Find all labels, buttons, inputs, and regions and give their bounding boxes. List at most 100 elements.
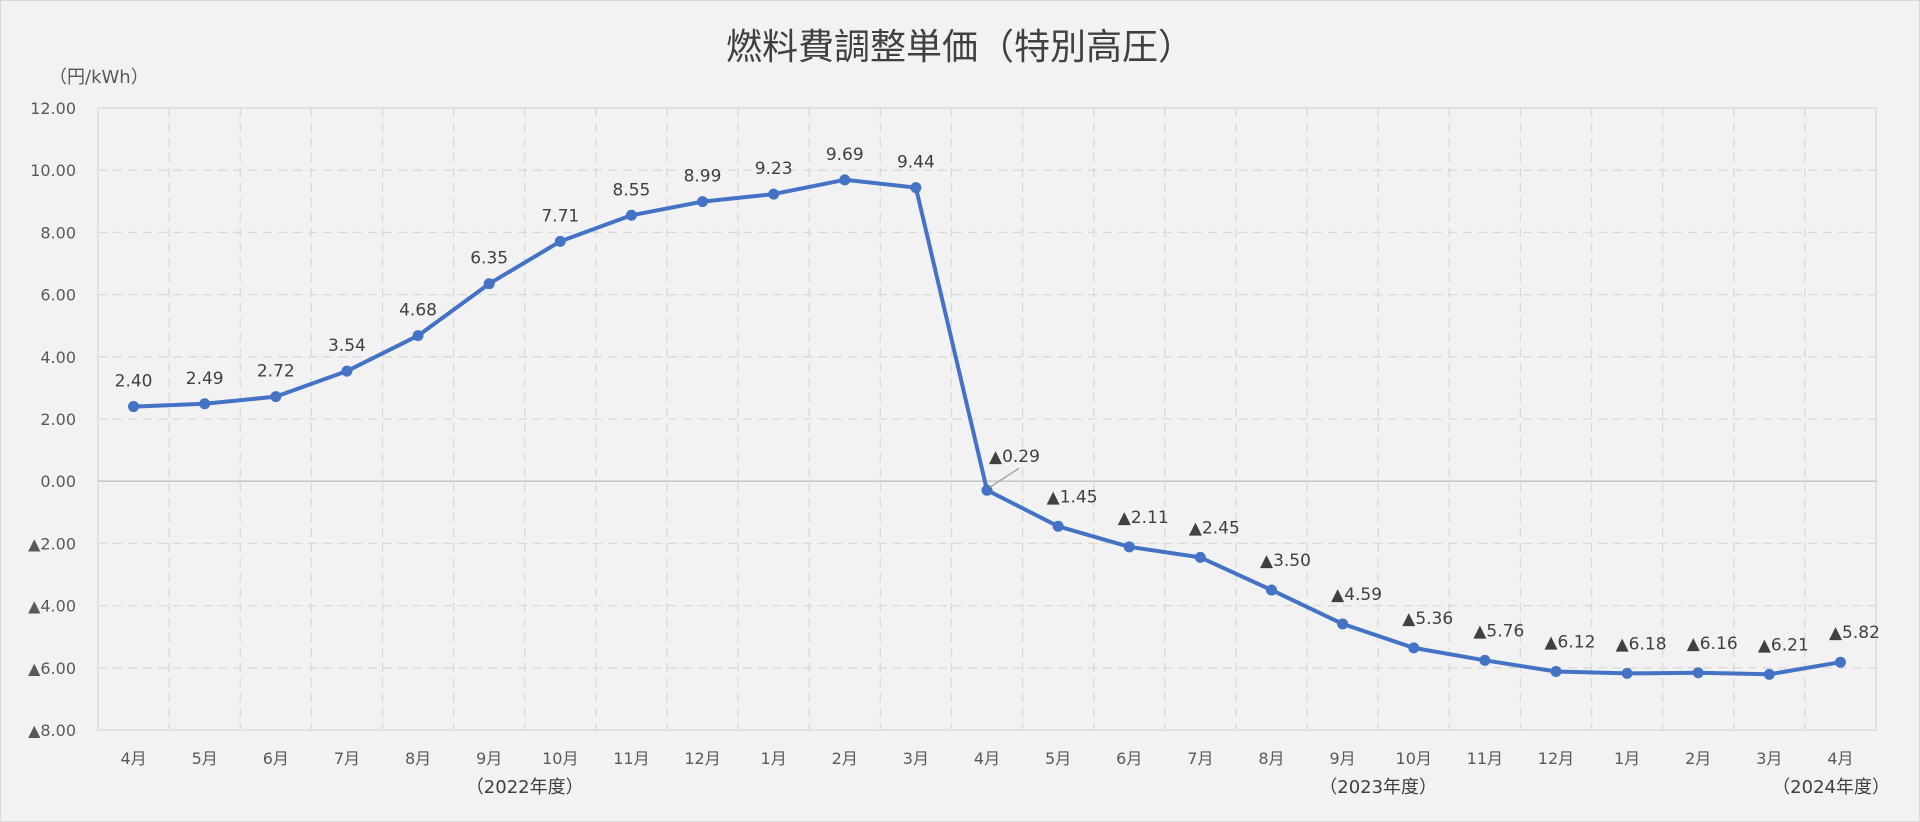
data-label: 4.68: [399, 301, 437, 321]
data-point: [341, 365, 353, 377]
data-point: [625, 209, 637, 221]
data-label: 2.40: [115, 372, 153, 392]
x-tick-label: 12月: [684, 749, 720, 768]
data-point: [1692, 667, 1704, 679]
fiscal-year-label: （2024年度）: [1772, 777, 1890, 798]
data-label: ▲4.59: [1331, 585, 1382, 605]
x-tick-label: 11月: [1467, 749, 1503, 768]
x-tick-label: 10月: [1396, 749, 1432, 768]
data-label: 7.71: [541, 206, 579, 226]
data-point: [1834, 656, 1846, 668]
x-axis-ticks: 4月 5月 6月 7月 8月 9月 10月 11月 12月 1月 2月 3月 4月 5月 6月 7月 8月 9月 1…: [120, 749, 1853, 768]
x-tick-label: 9月: [1330, 749, 1356, 768]
data-label: ▲2.11: [1118, 508, 1169, 528]
data-label: ▲2.45: [1189, 518, 1240, 538]
y-tick-label: ▲8.00: [28, 721, 76, 740]
fiscal-year-labels: （2022年度） （2023年度） （2024年度）: [466, 777, 1890, 798]
data-point: [910, 182, 922, 194]
data-label: ▲5.82: [1829, 623, 1880, 643]
data-label: 6.35: [470, 249, 508, 269]
data-label: ▲6.16: [1687, 634, 1738, 654]
x-tick-label: 7月: [334, 749, 360, 768]
data-points: [128, 174, 1846, 680]
y-tick-label: ▲2.00: [28, 534, 76, 553]
x-tick-label: 8月: [405, 749, 431, 768]
y-axis-ticks: 12.00 10.00 8.00 6.00 4.00 2.00 0.00 ▲2.00 ▲4.00…: [28, 99, 76, 740]
gridlines: [97, 107, 1877, 731]
y-tick-label: 8.00: [40, 223, 76, 242]
data-label: ▲0.29: [989, 447, 1040, 467]
x-tick-label: 1月: [761, 749, 787, 768]
series-line: [131, 177, 1843, 677]
data-point: [1763, 668, 1775, 680]
data-point: [483, 278, 495, 290]
data-point: [554, 235, 566, 247]
data-label: ▲5.36: [1402, 609, 1453, 629]
data-point: [839, 174, 851, 186]
data-label: 9.69: [826, 145, 864, 165]
data-label: ▲6.12: [1544, 633, 1595, 653]
y-tick-label: 6.00: [40, 286, 76, 305]
y-tick-label: ▲4.00: [28, 597, 76, 616]
data-point: [412, 330, 424, 342]
data-point: [1337, 618, 1349, 630]
data-label: 3.54: [328, 336, 366, 356]
x-tick-label: 5月: [192, 749, 218, 768]
x-tick-label: 5月: [1045, 749, 1071, 768]
x-tick-label: 3月: [1756, 749, 1782, 768]
data-label: ▲6.21: [1758, 635, 1809, 655]
data-point: [981, 484, 993, 496]
chart-title: 燃料費調整単価（特別高圧）: [726, 27, 1194, 68]
data-point: [1621, 667, 1633, 679]
x-tick-label: 4月: [120, 749, 146, 768]
y-tick-label: 10.00: [30, 161, 76, 180]
data-label: ▲5.76: [1473, 621, 1524, 641]
data-point: [697, 196, 709, 208]
series-line-path: [131, 177, 1843, 677]
y-tick-label: 2.00: [40, 410, 76, 429]
data-label: 2.72: [257, 362, 295, 382]
x-tick-label: 2月: [1685, 749, 1711, 768]
data-point: [1408, 642, 1420, 654]
y-tick-label: 4.00: [40, 348, 76, 367]
data-label-leader: [989, 467, 1020, 488]
fiscal-year-label: （2023年度）: [1319, 777, 1437, 798]
data-labels: 2.40 2.49 2.72 3.54 4.68 6.35 7.71 8.55 8.99 9.23…: [115, 145, 1880, 655]
data-point: [1123, 541, 1135, 553]
data-point: [768, 188, 780, 200]
data-point: [1265, 584, 1277, 596]
x-tick-label: 3月: [903, 749, 929, 768]
y-tick-label: ▲6.00: [28, 659, 76, 678]
data-label: 2.49: [186, 369, 224, 389]
data-label: 8.55: [612, 180, 650, 200]
y-tick-label: 12.00: [30, 99, 76, 118]
data-point: [199, 398, 211, 410]
data-label: ▲1.45: [1047, 487, 1098, 507]
data-point: [128, 401, 140, 413]
data-point: [1550, 666, 1562, 678]
x-tick-label: 7月: [1187, 749, 1213, 768]
x-tick-label: 8月: [1258, 749, 1284, 768]
data-label: 9.23: [755, 159, 793, 179]
data-label: ▲6.18: [1616, 634, 1667, 654]
y-tick-label: 0.00: [40, 472, 76, 491]
data-label: ▲3.50: [1260, 551, 1311, 571]
x-tick-label: 10月: [542, 749, 578, 768]
x-tick-label: 4月: [1827, 749, 1853, 768]
x-tick-label: 6月: [1116, 749, 1142, 768]
x-tick-label: 12月: [1538, 749, 1574, 768]
data-label: 8.99: [684, 167, 722, 187]
data-label: 9.44: [897, 153, 935, 173]
data-point: [270, 391, 282, 403]
x-tick-label: 4月: [974, 749, 1000, 768]
x-tick-label: 6月: [263, 749, 289, 768]
y-axis-unit-label: （円/kWh）: [49, 67, 149, 88]
data-point: [1194, 551, 1206, 563]
x-tick-label: 9月: [476, 749, 502, 768]
data-point: [1479, 654, 1491, 666]
x-tick-label: 11月: [613, 749, 649, 768]
fiscal-year-label: （2022年度）: [466, 777, 584, 798]
data-point: [1052, 520, 1064, 532]
